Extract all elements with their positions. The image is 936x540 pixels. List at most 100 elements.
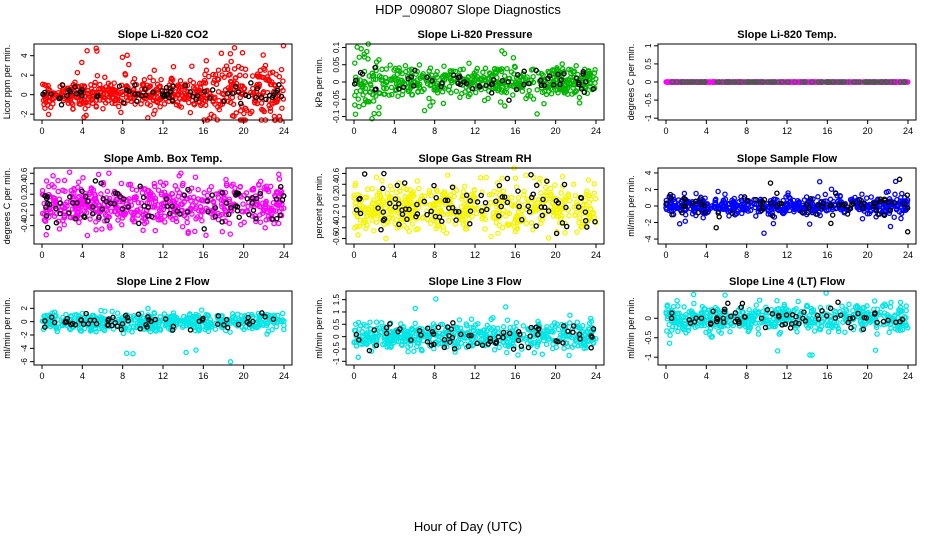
data-point [269, 101, 275, 107]
y-tick-label: 0 [20, 92, 29, 97]
data-point [409, 92, 416, 98]
data-point [41, 101, 47, 108]
data-point [716, 214, 722, 220]
data-point [143, 92, 149, 98]
data-point [257, 212, 263, 218]
data-point [241, 219, 247, 226]
data-point [722, 191, 728, 197]
data-point [187, 89, 193, 95]
data-point [75, 179, 82, 185]
data-point [576, 215, 583, 221]
data-point [354, 44, 360, 50]
data-point [202, 80, 209, 86]
data-points [351, 165, 599, 242]
data-point [533, 182, 540, 189]
data-point [676, 221, 683, 227]
data-point [94, 72, 101, 79]
data-point [483, 174, 489, 181]
data-point [216, 97, 222, 104]
y-tick-label: 0.6 [332, 167, 341, 179]
data-point [499, 48, 505, 54]
data-point [184, 214, 190, 221]
data-point [389, 186, 395, 193]
data-point [275, 220, 282, 227]
data-point [227, 359, 234, 365]
data-point [373, 219, 380, 225]
data-point [255, 74, 262, 80]
panel-title: Slope Li-820 CO2 [118, 29, 208, 41]
data-point [206, 187, 213, 193]
panel-ylabel: ml/min per min. [626, 175, 636, 237]
data-point [183, 349, 189, 356]
data-point [136, 220, 142, 227]
x-tick-label: 12 [470, 126, 480, 136]
data-point [192, 327, 199, 334]
x-tick-label: 4 [392, 126, 397, 136]
data-point [844, 211, 851, 217]
data-point [119, 88, 126, 95]
x-tick-label: 4 [80, 126, 85, 136]
data-point [376, 90, 383, 96]
data-point [80, 175, 86, 181]
data-point [79, 59, 85, 66]
data-point [689, 211, 696, 217]
data-point [362, 85, 369, 92]
data-point [713, 196, 719, 203]
data-point [276, 82, 282, 88]
x-tick-label: 0 [39, 250, 44, 260]
data-point [355, 232, 361, 238]
data-point [152, 198, 159, 205]
data-point [280, 87, 286, 94]
data-point [170, 63, 177, 70]
data-points [351, 41, 599, 122]
data-point [66, 210, 72, 216]
data-point [428, 208, 434, 215]
x-tick-label: 4 [392, 250, 397, 260]
x-tick-label: 8 [432, 250, 437, 260]
data-point [429, 72, 435, 79]
x-tick-label: 8 [744, 126, 749, 136]
data-point [240, 209, 246, 215]
x-tick-label: 0 [663, 250, 668, 260]
data-point [378, 77, 385, 83]
data-point [45, 111, 52, 118]
data-point [693, 190, 699, 197]
data-point [530, 79, 537, 86]
data-point [388, 84, 395, 91]
data-point [526, 87, 532, 94]
y-tick-label: -0.2 [20, 208, 29, 222]
data-point [111, 88, 118, 95]
data-point [145, 115, 151, 121]
data-point [444, 172, 451, 178]
data-point [259, 310, 265, 316]
data-point [372, 87, 378, 93]
y-tick-label: 0.6 [20, 167, 29, 179]
data-point [473, 68, 479, 75]
y-tick-label: -0.1 [332, 109, 341, 123]
data-point [386, 92, 392, 98]
data-point [157, 314, 163, 320]
data-point [542, 184, 549, 191]
data-point [242, 92, 249, 99]
data-point [247, 110, 253, 117]
data-point [101, 90, 107, 96]
data-point [140, 81, 147, 87]
data-point [553, 344, 559, 350]
data-point [573, 199, 580, 205]
data-point [352, 102, 358, 108]
data-point [434, 74, 441, 80]
data-point [453, 217, 459, 223]
data-point [401, 222, 407, 229]
data-point [132, 82, 138, 88]
data-point [372, 76, 379, 83]
data-point [548, 90, 555, 97]
x-tick-label: 4 [80, 371, 85, 381]
panel-title: Slope Gas Stream RH [418, 153, 531, 165]
data-point [405, 348, 411, 355]
data-point [361, 54, 368, 60]
data-point [584, 90, 591, 97]
data-point [161, 213, 168, 219]
